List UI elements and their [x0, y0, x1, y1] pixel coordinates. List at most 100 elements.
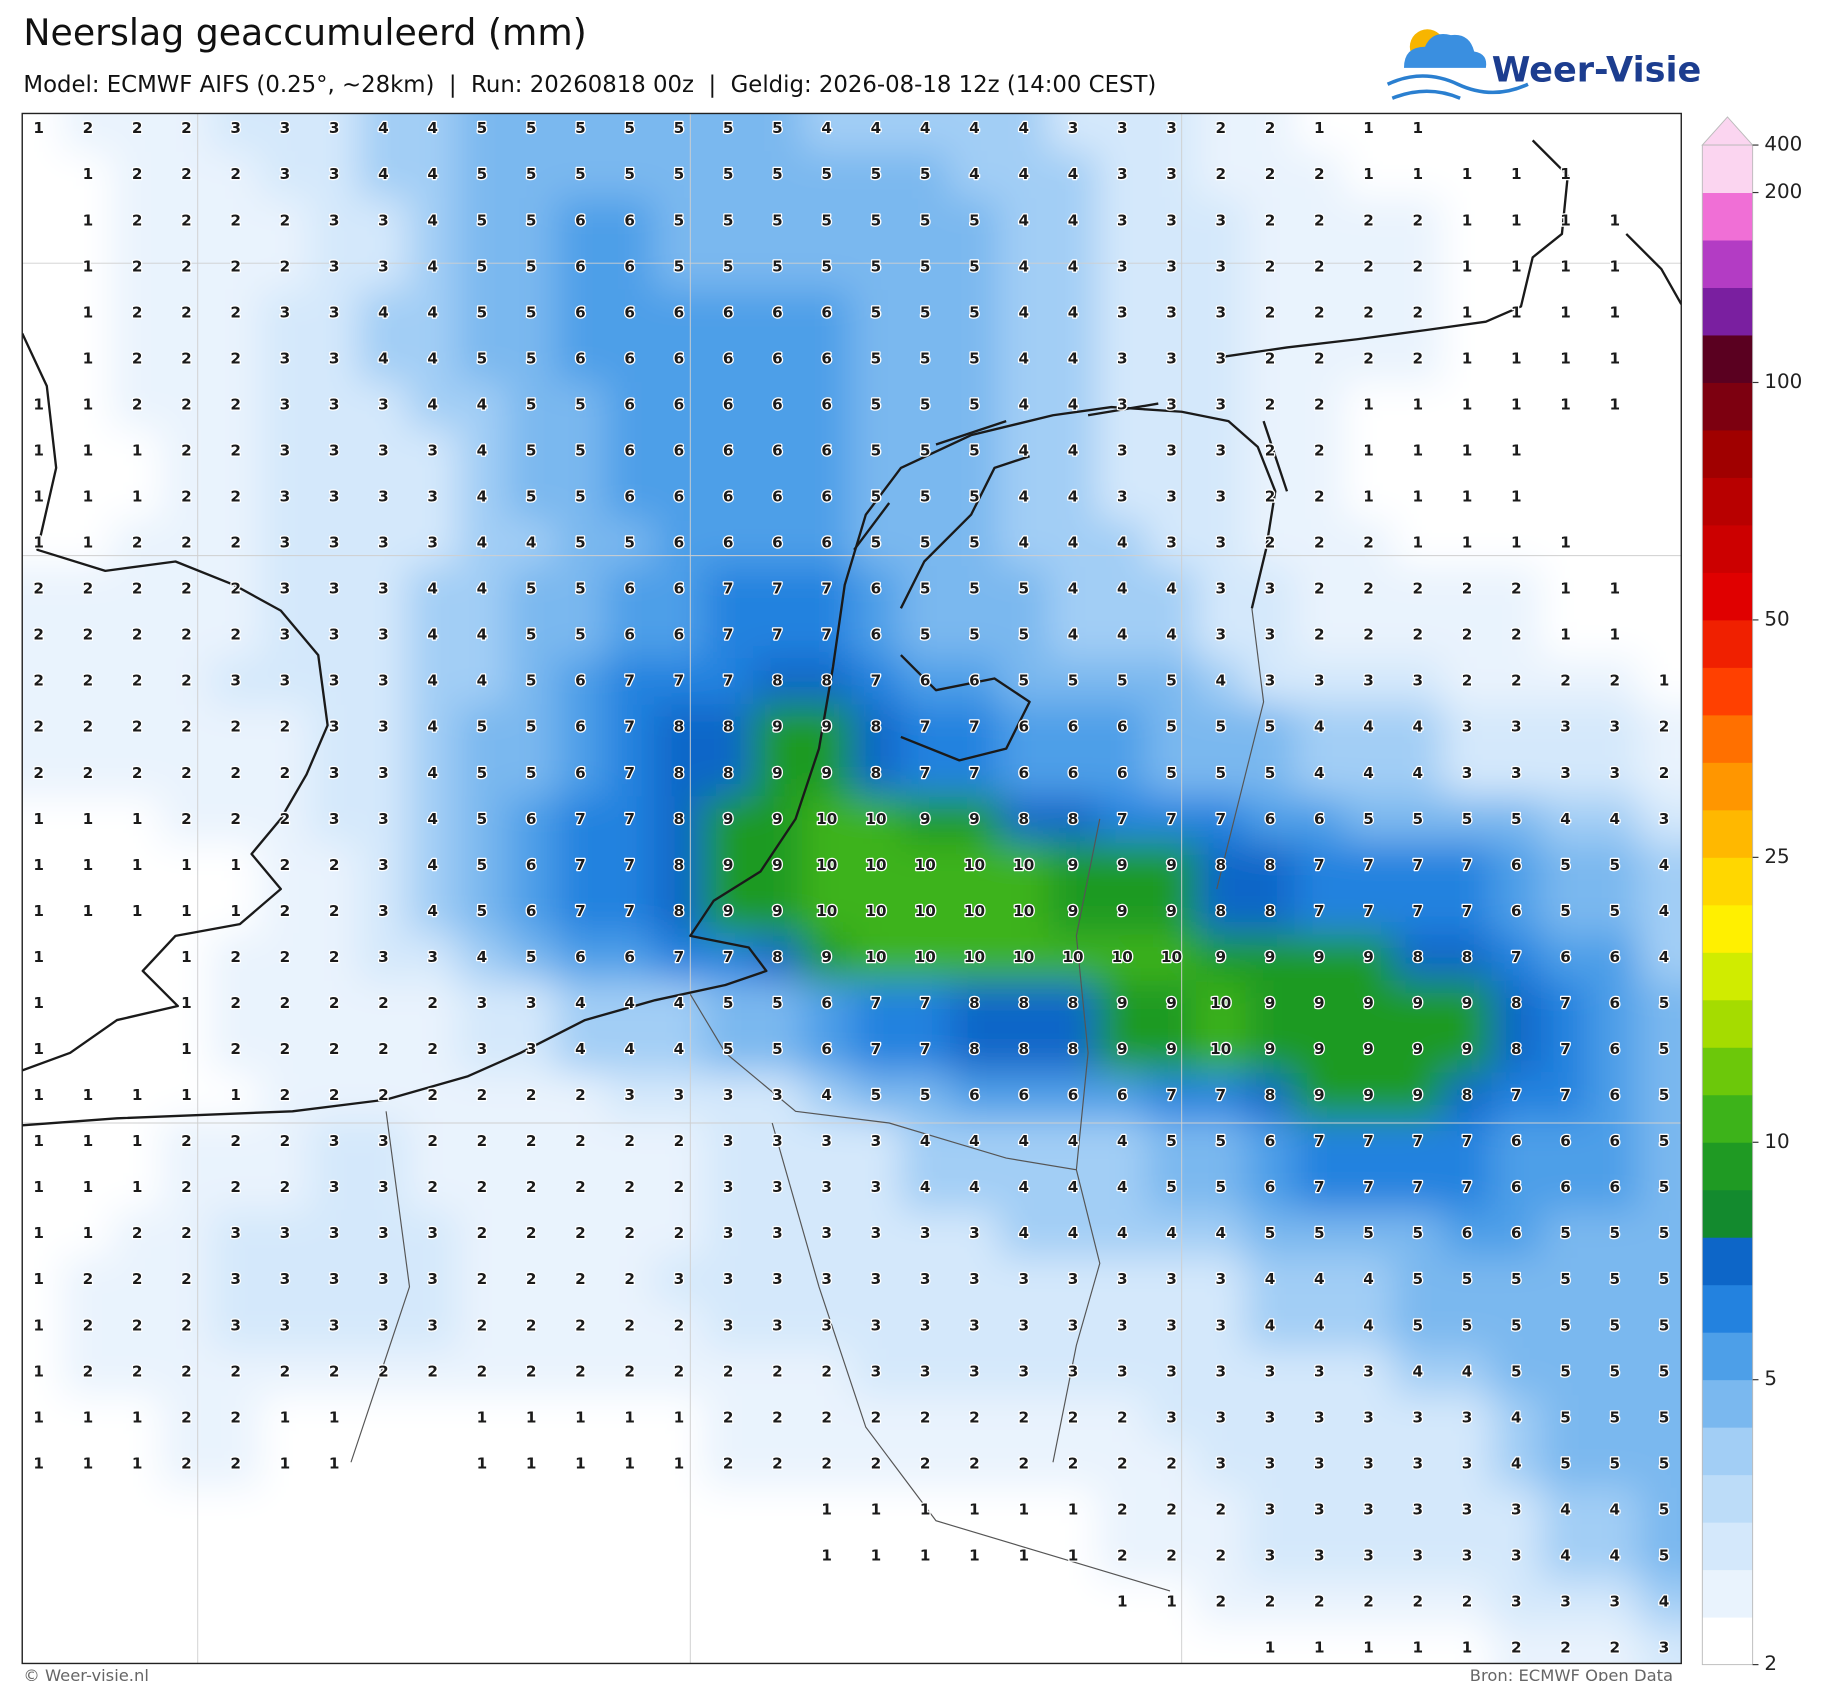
grid-value: 9 — [1068, 856, 1079, 874]
field-cell — [1393, 381, 1443, 429]
grid-value: 7 — [1412, 902, 1423, 920]
grid-value: 1 — [871, 1500, 882, 1518]
field-cell — [161, 796, 212, 843]
field-cell — [211, 1302, 261, 1350]
grid-value: 4 — [871, 119, 882, 137]
field-cell — [161, 842, 212, 889]
grid-value: 4 — [920, 119, 931, 137]
grid-value: 5 — [1166, 718, 1177, 736]
grid-value: 4 — [1659, 1593, 1670, 1611]
field-cell — [1590, 1026, 1641, 1074]
field-cell — [1343, 1625, 1394, 1664]
field-cell — [1491, 1118, 1542, 1166]
grid-value: 3 — [1215, 488, 1226, 506]
grid-value: 2 — [132, 672, 143, 690]
grid-value: 6 — [821, 441, 832, 459]
grid-value: 1 — [1412, 534, 1423, 552]
grid-value: 1 — [33, 1316, 44, 1334]
grid-value: 6 — [575, 672, 586, 690]
grid-value: 3 — [1610, 1593, 1621, 1611]
grid-value: 2 — [1462, 672, 1473, 690]
field-cell — [949, 612, 1000, 659]
grid-value: 3 — [280, 672, 291, 690]
grid-value: 3 — [329, 303, 340, 321]
field-cell — [408, 335, 458, 383]
grid-value: 1 — [1462, 303, 1473, 321]
field-cell — [309, 566, 360, 613]
grid-value: 1 — [1462, 441, 1473, 459]
grid-value: 3 — [1117, 1270, 1128, 1288]
field-cell — [752, 427, 803, 475]
field-cell — [605, 1026, 655, 1074]
field-cell — [260, 427, 311, 475]
field-cell — [605, 888, 655, 936]
field-cell — [999, 243, 1049, 291]
field-cell — [22, 1302, 64, 1350]
grid-value: 4 — [1018, 1178, 1029, 1196]
grid-value: 2 — [280, 948, 291, 966]
field-cell — [949, 474, 1000, 521]
grid-value: 5 — [1560, 1362, 1571, 1380]
field-cell — [851, 750, 902, 797]
grid-value: 2 — [280, 257, 291, 275]
grid-value: 4 — [378, 165, 389, 183]
grid-value: 3 — [1610, 718, 1621, 736]
field-cell — [1442, 113, 1493, 153]
grid-value: 5 — [1018, 626, 1029, 644]
field-cell — [1393, 113, 1443, 153]
field-cell — [703, 612, 754, 659]
grid-value: 3 — [871, 1270, 882, 1288]
field-cell — [211, 934, 261, 982]
grid-value: 2 — [1215, 1593, 1226, 1611]
grid-value: 3 — [1511, 1547, 1522, 1565]
grid-value: 10 — [915, 856, 936, 874]
grid-value: 3 — [871, 1224, 882, 1242]
grid-value: 3 — [1018, 1316, 1029, 1334]
field-cell — [1146, 151, 1197, 199]
field-cell — [999, 888, 1049, 936]
grid-value: 3 — [477, 1040, 488, 1058]
field-cell — [1393, 151, 1443, 199]
field-cell — [260, 197, 311, 245]
grid-value: 2 — [181, 718, 192, 736]
field-cell — [457, 520, 508, 567]
grid-value: 6 — [969, 1086, 980, 1104]
grid-value: 8 — [772, 948, 783, 966]
field-cell — [1540, 888, 1591, 936]
field-cell — [752, 1625, 803, 1664]
grid-value: 5 — [526, 441, 537, 459]
grid-value: 3 — [674, 1086, 685, 1104]
grid-value: 1 — [1462, 349, 1473, 367]
grid-value: 1 — [83, 1454, 94, 1472]
grid-value: 7 — [1560, 1086, 1571, 1104]
field-cell — [949, 1532, 1000, 1580]
grid-value: 5 — [477, 810, 488, 828]
grid-value: 2 — [230, 948, 241, 966]
grid-value: 5 — [920, 626, 931, 644]
grid-value: 1 — [33, 948, 44, 966]
grid-value: 3 — [280, 626, 291, 644]
grid-value: 1 — [1560, 257, 1571, 275]
grid-value: 5 — [526, 165, 537, 183]
field-cell — [1294, 842, 1345, 889]
field-cell — [260, 520, 311, 567]
field-cell — [555, 1302, 606, 1350]
field-cell — [112, 1302, 163, 1350]
grid-value: 7 — [1363, 856, 1374, 874]
field-cell — [358, 381, 409, 429]
field-cell — [1048, 1164, 1099, 1212]
field-cell — [408, 658, 458, 705]
grid-value: 5 — [477, 119, 488, 137]
field-cell — [1294, 1348, 1345, 1396]
grid-value: 1 — [83, 349, 94, 367]
field-cell — [851, 888, 902, 936]
field-cell — [457, 980, 508, 1028]
grid-value: 2 — [477, 1178, 488, 1196]
field-cell — [1048, 151, 1099, 199]
grid-value: 5 — [526, 718, 537, 736]
grid-value: 5 — [624, 119, 635, 137]
grid-value: 9 — [1412, 994, 1423, 1012]
grid-value: 1 — [1462, 1639, 1473, 1657]
field-cell — [506, 566, 557, 613]
grid-value: 3 — [1265, 1547, 1276, 1565]
